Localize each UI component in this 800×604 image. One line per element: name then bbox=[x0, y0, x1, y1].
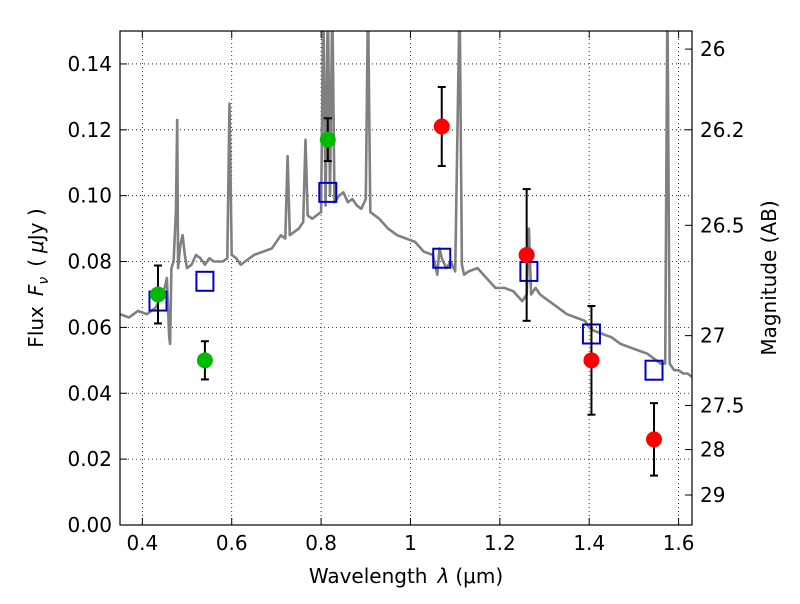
plot-frame bbox=[119, 30, 693, 526]
red-data-point bbox=[433, 118, 450, 135]
axes: 0.4 0.6 0.8 1 1.2 1.4 1.6 0.00 0.02 0.04 0.06 0.08 0… bbox=[67, 31, 745, 555]
y2-tick-label: 26.2 bbox=[700, 118, 745, 142]
plot-area bbox=[120, 31, 692, 477]
grid bbox=[120, 31, 692, 526]
red-data-point bbox=[583, 352, 600, 369]
y-tick-label: 0.14 bbox=[67, 52, 112, 76]
y-tick-label: 0.06 bbox=[67, 315, 112, 339]
x-axis-label: Wavelength λ (μm) bbox=[309, 564, 503, 588]
red-data-point bbox=[646, 431, 663, 448]
y-tick-label: 0.02 bbox=[67, 447, 112, 471]
y2-tick-label: 28 bbox=[700, 438, 725, 462]
sed-model-line bbox=[120, 31, 692, 378]
x-tick-label: 1.4 bbox=[573, 531, 605, 555]
y-tick-label: 0.08 bbox=[67, 250, 112, 274]
model-square-point bbox=[432, 247, 452, 269]
green-data-point bbox=[149, 286, 166, 303]
x-tick-label: 1.2 bbox=[484, 531, 516, 555]
x-tick-label: 0.4 bbox=[126, 531, 158, 555]
y2-tick-label: 26.5 bbox=[700, 213, 745, 237]
y2-axis-label: Magnitude (AB) bbox=[757, 200, 781, 355]
green-data-point bbox=[319, 131, 336, 148]
x-tick-label: 0.6 bbox=[216, 531, 248, 555]
y2-tick-label: 29 bbox=[700, 483, 725, 507]
x-tick-label: 0.8 bbox=[305, 531, 337, 555]
y2-tick-label: 27.5 bbox=[700, 393, 745, 417]
y-tick-label: 0.12 bbox=[67, 118, 112, 142]
y-tick-label: 0.10 bbox=[67, 184, 112, 208]
y-tick-label: 0.00 bbox=[67, 513, 112, 537]
y-tick-label: 0.04 bbox=[67, 381, 112, 405]
y2-tick-label: 27 bbox=[700, 324, 725, 348]
x-tick-label: 1 bbox=[404, 531, 417, 555]
y2-tick-label: 26 bbox=[700, 37, 725, 61]
model-square-point bbox=[318, 181, 338, 203]
y-axis-label: FluxFν(μJy ) bbox=[24, 208, 52, 347]
model-square-point bbox=[644, 359, 664, 381]
x-tick-label: 1.6 bbox=[663, 531, 695, 555]
green-data-point bbox=[196, 352, 213, 369]
red-data-point bbox=[518, 246, 535, 263]
model-square-point bbox=[195, 270, 215, 292]
